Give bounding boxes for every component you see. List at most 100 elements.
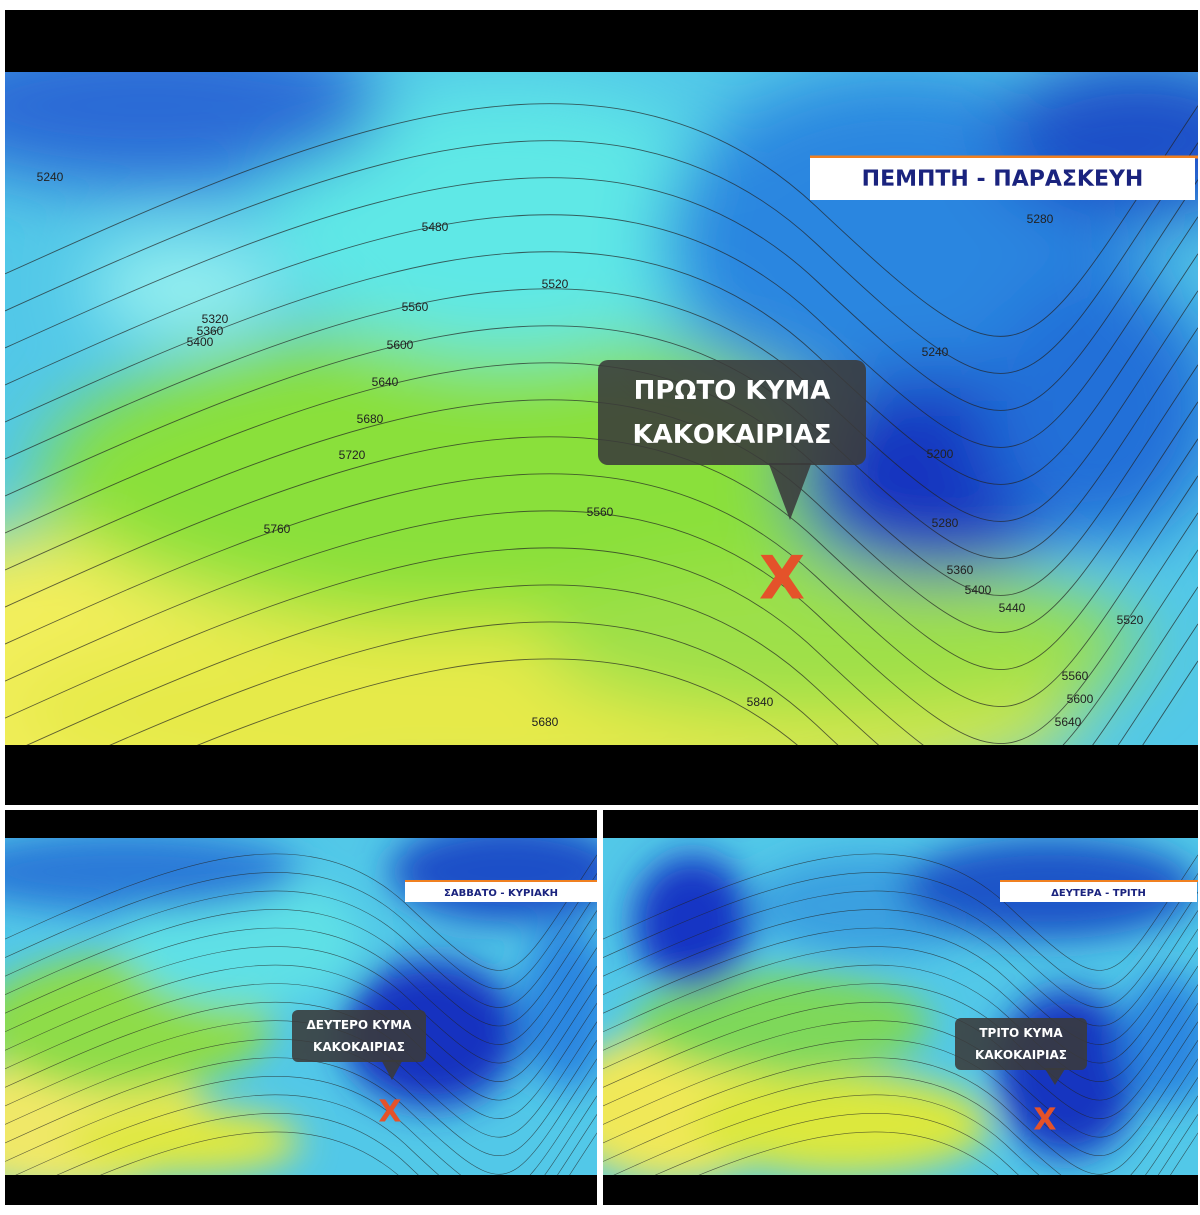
contour-line <box>5 946 597 1064</box>
contour-line <box>613 1094 1198 1175</box>
label-banner <box>810 158 1195 200</box>
contour-line <box>603 1075 1198 1175</box>
height-blob <box>64 1107 301 1175</box>
contour-line <box>56 1113 597 1175</box>
callout-pointer <box>768 463 812 520</box>
map-panel: ΠΕΜΠΤΗ - ΠΑΡΑΣΚΕΥΗ ΠΡΩΤΟ ΚΥΜΑ ΚΑΚΟΚΑΙΡΙΑΣ X… <box>5 10 1198 805</box>
contour-line <box>197 658 1198 745</box>
contour-line <box>603 964 1198 1082</box>
contour-line <box>603 1057 1198 1175</box>
contour-line <box>109 621 1198 745</box>
height-blob <box>1120 972 1198 1108</box>
contour-label: 5360 <box>197 324 224 338</box>
contour-line <box>5 547 1198 745</box>
contour-line <box>5 909 597 1027</box>
callout-text: ΚΑΚΟΚΑΙΡΙΑΣ <box>632 420 831 450</box>
contour-line <box>654 1113 1198 1175</box>
contour-label: 5600 <box>387 338 414 352</box>
contour-label: 5720 <box>339 448 366 462</box>
contour-label: 5200 <box>927 447 954 461</box>
callout-text: ΤΡΙΤΟ ΚΥΜΑ <box>979 1026 1063 1040</box>
contour-line <box>15 1094 597 1175</box>
contour-label: 5520 <box>1117 613 1144 627</box>
callout-text: ΚΑΚΟΚΑΙΡΙΑΣ <box>313 1040 405 1054</box>
contour-label: 5280 <box>1027 212 1054 226</box>
contour-label: 5280 <box>932 516 959 530</box>
contour-line <box>5 251 1198 485</box>
contour-line <box>5 436 1198 670</box>
contour-label: 5520 <box>542 277 569 291</box>
contour-label: 5640 <box>1055 715 1082 729</box>
contour-label: 5240 <box>922 345 949 359</box>
contour-line <box>603 1038 1198 1157</box>
callout-box <box>955 1018 1087 1070</box>
height-blob <box>541 563 1139 725</box>
map-panel: ΣΑΒΒΑΤΟ - ΚΥΡΙΑΚΗ ΔΕΥΤΕΡΟ ΚΥΜΑ ΚΑΚΟΚΑΙΡΙΑΣ… <box>5 810 597 1205</box>
contour-line <box>5 927 597 1045</box>
contour-line <box>603 872 1198 990</box>
contour-label: 5840 <box>747 695 774 709</box>
panel-label: ΣΑΒΒΑΤΟ - ΚΥΡΙΑΚΗ <box>444 888 558 899</box>
contour-label: 5560 <box>1062 669 1089 683</box>
map-panel: ΔΕΥΤΕΡΑ - ΤΡΙΤΗ ΤΡΙΤΟ ΚΥΜΑ ΚΑΚΟΚΑΙΡΙΑΣ X <box>603 810 1198 1205</box>
contour-line <box>5 890 597 1008</box>
contour-line <box>5 1075 597 1175</box>
callout-box <box>292 1010 426 1062</box>
callout-pointer <box>1044 1068 1066 1085</box>
contour-line <box>5 1020 597 1138</box>
label-banner <box>405 882 597 902</box>
storm-marker: X <box>759 544 805 614</box>
contour-label: 5680 <box>357 412 384 426</box>
panel-label: ΔΕΥΤΕΡΑ - ΤΡΙΤΗ <box>1051 888 1146 899</box>
contour-label: 5360 <box>947 563 974 577</box>
contour-line <box>100 1131 597 1175</box>
contour-label: 5760 <box>264 522 291 536</box>
contour-label: 5240 <box>37 170 64 184</box>
contour-line <box>26 584 1198 745</box>
contour-label: 5560 <box>402 300 429 314</box>
contour-line <box>603 927 1198 1045</box>
callout-pointer <box>381 1060 403 1080</box>
height-blob <box>692 1073 990 1175</box>
storm-marker: X <box>1033 1103 1056 1138</box>
label-banner <box>1000 882 1197 902</box>
contour-line <box>5 177 1198 411</box>
contour-line <box>5 473 1198 707</box>
callout-text: ΔΕΥΤΕΡΟ ΚΥΜΑ <box>307 1018 413 1032</box>
contour-line <box>603 890 1198 1008</box>
callout-text: ΠΡΩΤΟ ΚΥΜΑ <box>634 376 831 406</box>
callout-text: ΚΑΚΟΚΑΙΡΙΑΣ <box>975 1048 1067 1062</box>
contour-label: 5440 <box>999 601 1026 615</box>
contour-label: 5400 <box>187 335 214 349</box>
callout-box <box>598 360 866 465</box>
contour-line <box>5 103 1198 337</box>
height-blob <box>632 854 752 990</box>
height-blob <box>267 85 745 355</box>
contour-line <box>5 140 1198 374</box>
contour-label: 5400 <box>965 583 992 597</box>
height-blob <box>983 273 1198 544</box>
height-blob <box>5 838 301 913</box>
contour-label: 5640 <box>372 375 399 389</box>
contour-line <box>603 946 1198 1064</box>
height-blob <box>342 959 521 1108</box>
contour-line <box>603 909 1198 1027</box>
height-blob <box>995 989 1139 1159</box>
contour-line <box>5 853 597 971</box>
contour-line <box>5 510 1198 744</box>
contour-label: 5560 <box>587 505 614 519</box>
panel-label: ΠΕΜΠΤΗ - ΠΑΡΑΣΚΕΥΗ <box>862 167 1144 192</box>
height-blob <box>632 972 931 1074</box>
contour-label: 5680 <box>532 715 559 729</box>
contour-line <box>698 1131 1198 1175</box>
contour-label: 5600 <box>1067 692 1094 706</box>
storm-marker: X <box>378 1095 401 1130</box>
contour-line <box>5 872 597 990</box>
contour-label: 5480 <box>422 220 449 234</box>
height-blob <box>5 72 387 187</box>
height-blob <box>88 240 280 335</box>
contour-line <box>5 214 1198 448</box>
contour-label: 5320 <box>202 312 229 326</box>
contour-line <box>5 1038 597 1157</box>
